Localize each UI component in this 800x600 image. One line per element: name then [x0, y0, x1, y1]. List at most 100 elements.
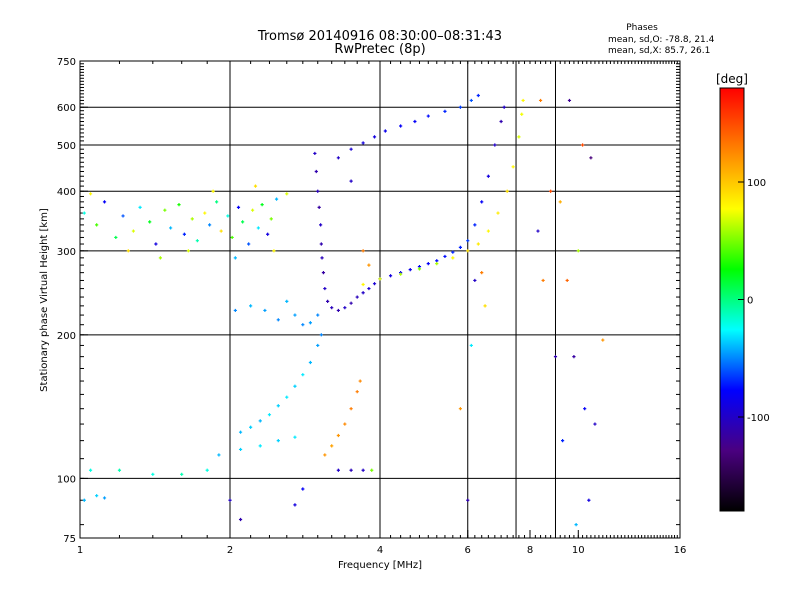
- phase-point: [249, 425, 253, 429]
- phase-point: [451, 250, 455, 254]
- phase-point: [182, 232, 186, 236]
- phase-point: [126, 249, 130, 253]
- phase-point: [567, 98, 572, 103]
- phase-point: [469, 98, 473, 103]
- phase-point: [574, 523, 578, 527]
- phase-point: [258, 444, 262, 448]
- phase-point: [285, 395, 289, 399]
- phase-point: [480, 271, 484, 275]
- phase-point: [102, 200, 107, 204]
- phase-point: [349, 301, 353, 305]
- phase-point: [301, 487, 305, 491]
- colorbar-title: [deg]: [716, 72, 748, 86]
- phase-point: [233, 308, 237, 313]
- phase-point: [499, 119, 503, 124]
- phase-point: [361, 249, 365, 253]
- phase-point: [541, 278, 545, 283]
- phase-point: [148, 220, 152, 224]
- phase-point: [230, 235, 234, 240]
- phase-point: [260, 202, 264, 207]
- phase-point: [293, 384, 297, 388]
- phase-point: [95, 223, 99, 227]
- phase-point: [466, 498, 470, 502]
- y-tick-label: 600: [57, 103, 76, 114]
- phase-point: [473, 278, 477, 283]
- phase-point: [358, 379, 362, 383]
- phase-point: [190, 217, 194, 221]
- phase-point: [321, 271, 326, 275]
- plot-area: 1 2 4 6 8 10 16 75 100 200 300 400 500 600 750: [57, 57, 686, 556]
- phase-point: [336, 433, 340, 438]
- phase-point: [486, 174, 490, 178]
- phase-info-o: mean, sd,O: -78.8, 21.4: [608, 35, 715, 45]
- y-tick-label: 75: [63, 534, 76, 545]
- phase-point: [408, 267, 412, 272]
- phase-point: [323, 286, 327, 291]
- y-tick-label: 750: [57, 57, 76, 68]
- phase-point: [458, 245, 463, 249]
- phase-point: [272, 249, 276, 253]
- y-tick-label: 300: [57, 247, 76, 258]
- phase-point: [163, 208, 167, 212]
- phase-point: [326, 299, 330, 304]
- colorbar: [deg] 100 0 -100: [716, 72, 770, 512]
- y-tick-label: 200: [57, 331, 76, 342]
- y-axis-label: Stationary phase Virtual Height [km]: [39, 208, 50, 392]
- phase-point: [293, 503, 297, 507]
- phase-point: [349, 179, 353, 183]
- phase-point: [238, 430, 243, 434]
- phase-point: [316, 189, 320, 193]
- phase-point: [349, 468, 353, 472]
- phase-point: [317, 205, 321, 209]
- phase-point: [580, 143, 585, 147]
- x-tick-label: 6: [465, 545, 471, 556]
- phase-point: [383, 129, 387, 133]
- phase-point: [258, 419, 262, 423]
- phase-point: [276, 404, 280, 408]
- phase-point: [336, 156, 340, 160]
- phase-point: [458, 105, 463, 109]
- chart-subtitle: RwPretec (8p): [334, 42, 425, 57]
- x-axis-label: Frequency [MHz]: [338, 560, 422, 571]
- phase-point: [238, 517, 243, 522]
- phase-point: [496, 211, 500, 215]
- phase-point: [186, 249, 190, 253]
- phase-point: [476, 242, 480, 246]
- phase-point: [451, 256, 455, 260]
- x-tick-label: 16: [674, 545, 687, 556]
- colorbar-tick-label: 100: [747, 178, 766, 189]
- phase-point: [483, 304, 487, 308]
- phase-point: [228, 498, 232, 502]
- phase-point: [435, 262, 439, 266]
- phase-point: [180, 472, 184, 476]
- phase-point: [249, 304, 253, 308]
- phase-point: [313, 151, 317, 156]
- phase-point: [536, 229, 540, 233]
- phase-point: [388, 274, 393, 278]
- phase-point: [215, 200, 219, 204]
- phase-point: [372, 135, 377, 139]
- phase-point: [443, 254, 447, 259]
- phase-point: [593, 422, 597, 426]
- phase-point: [316, 343, 320, 348]
- phase-point: [343, 422, 347, 426]
- x-tick-label: 4: [377, 545, 383, 556]
- phase-point: [102, 496, 107, 500]
- phase-point: [203, 211, 207, 215]
- phase-point: [367, 263, 371, 267]
- phase-point: [355, 390, 359, 394]
- phase-point: [538, 98, 543, 103]
- x-tick-label: 8: [527, 545, 533, 556]
- phase-point: [558, 200, 562, 204]
- phase-point: [583, 407, 587, 411]
- phase-point: [426, 262, 430, 266]
- phase-point: [319, 333, 323, 337]
- phase-point: [301, 323, 305, 327]
- phase-point: [361, 468, 365, 472]
- x-tick-label: 1: [77, 545, 83, 556]
- phase-point: [88, 468, 93, 472]
- phase-point: [82, 211, 86, 215]
- phase-point: [517, 135, 521, 139]
- phase-point: [314, 169, 318, 174]
